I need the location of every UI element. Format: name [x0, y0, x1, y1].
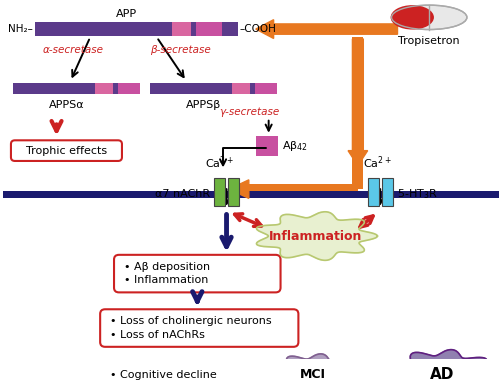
Text: APPSα: APPSα: [48, 100, 84, 110]
Text: Trophic effects: Trophic effects: [26, 146, 107, 155]
Ellipse shape: [390, 5, 434, 30]
Bar: [382, 178, 392, 206]
Text: • Inflammation: • Inflammation: [124, 275, 208, 285]
Text: Tropisetron: Tropisetron: [398, 36, 460, 46]
Text: Ca$^{2+}$: Ca$^{2+}$: [204, 155, 234, 171]
Bar: [34, 22, 238, 36]
Polygon shape: [229, 180, 254, 199]
Bar: [3, 191, 498, 198]
Text: • Loss of nAChRs: • Loss of nAChRs: [110, 330, 205, 339]
FancyBboxPatch shape: [100, 309, 298, 347]
Text: • Aβ deposition: • Aβ deposition: [124, 262, 210, 272]
Bar: [214, 178, 225, 206]
FancyBboxPatch shape: [100, 364, 244, 381]
Text: 5-HT$_3$R: 5-HT$_3$R: [396, 187, 438, 201]
Ellipse shape: [392, 5, 467, 30]
Text: α-secretase: α-secretase: [42, 45, 104, 55]
Bar: [368, 178, 378, 206]
Text: α7 nAChR: α7 nAChR: [155, 189, 210, 199]
Text: APPSβ: APPSβ: [186, 100, 221, 110]
Bar: [228, 178, 239, 206]
Text: AD: AD: [430, 368, 454, 381]
Bar: [229, 184, 358, 194]
Bar: [150, 83, 276, 94]
Text: –COOH: –COOH: [240, 24, 277, 34]
Bar: [172, 22, 192, 36]
Text: γ-secretase: γ-secretase: [219, 107, 280, 117]
FancyBboxPatch shape: [114, 255, 280, 292]
Bar: [95, 83, 113, 94]
Polygon shape: [256, 20, 398, 38]
Bar: [352, 37, 364, 189]
Bar: [232, 83, 250, 94]
Text: • Loss of cholinergic neurons: • Loss of cholinergic neurons: [110, 317, 272, 327]
Bar: [13, 83, 140, 94]
Text: NH₂–: NH₂–: [8, 24, 32, 34]
Text: Inflammation: Inflammation: [268, 230, 362, 243]
Polygon shape: [388, 350, 498, 381]
FancyBboxPatch shape: [11, 140, 122, 161]
Text: β-secretase: β-secretase: [150, 45, 210, 55]
Polygon shape: [256, 212, 378, 260]
Polygon shape: [268, 354, 360, 381]
Bar: [118, 83, 140, 94]
Bar: [196, 22, 222, 36]
Text: Ca$^{2+}$: Ca$^{2+}$: [364, 155, 392, 171]
Text: MCI: MCI: [300, 368, 326, 381]
Text: APP: APP: [116, 9, 137, 19]
Polygon shape: [348, 39, 368, 166]
Text: Aβ$_{42}$: Aβ$_{42}$: [282, 139, 308, 153]
Bar: [255, 83, 276, 94]
Text: • Cognitive decline: • Cognitive decline: [110, 370, 217, 380]
Bar: [256, 136, 278, 156]
